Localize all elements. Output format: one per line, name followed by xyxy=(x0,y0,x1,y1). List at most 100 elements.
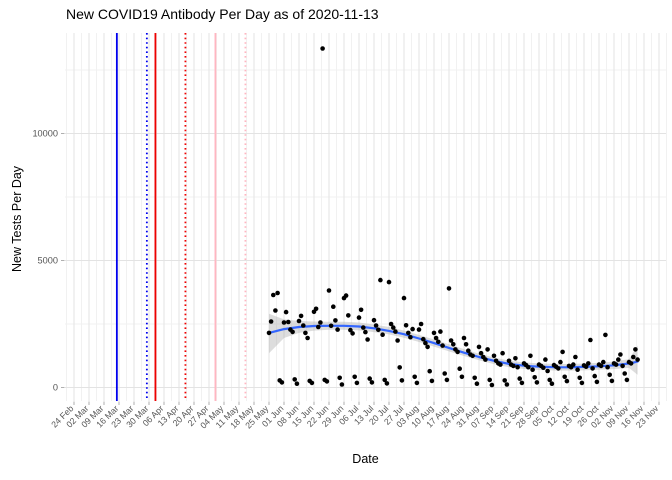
data-point xyxy=(586,361,591,366)
data-point xyxy=(425,344,430,350)
data-point xyxy=(339,382,345,387)
data-point xyxy=(380,332,385,338)
data-point xyxy=(331,304,336,310)
data-point xyxy=(365,337,370,342)
data-point xyxy=(515,364,520,370)
data-point xyxy=(588,337,593,343)
data-point xyxy=(605,364,610,370)
data-point xyxy=(517,376,522,381)
data-point xyxy=(446,286,452,291)
data-point xyxy=(275,290,280,296)
data-point xyxy=(348,327,353,333)
data-point xyxy=(461,335,467,341)
data-point xyxy=(579,380,585,386)
data-point xyxy=(603,332,608,338)
data-point xyxy=(414,380,420,386)
data-point xyxy=(635,357,640,362)
data-point xyxy=(298,313,304,319)
data-point xyxy=(393,329,398,334)
data-point xyxy=(556,366,561,371)
data-point xyxy=(541,365,546,371)
y-tick-label: 10000 xyxy=(32,129,58,139)
data-point xyxy=(489,382,495,388)
data-point xyxy=(386,279,392,285)
data-point xyxy=(620,363,625,369)
data-point xyxy=(511,363,516,369)
data-point xyxy=(273,308,278,313)
grid-major xyxy=(65,33,666,401)
data-point xyxy=(534,380,540,385)
y-axis-labels: 0 5000 10000 xyxy=(32,129,58,393)
data-point xyxy=(303,330,308,336)
event-vlines xyxy=(115,33,247,401)
data-point xyxy=(547,377,552,383)
data-point xyxy=(373,323,379,328)
data-point xyxy=(354,380,360,386)
data-point xyxy=(444,377,450,383)
data-point xyxy=(592,373,597,379)
data-point xyxy=(502,378,508,383)
data-point xyxy=(442,371,448,376)
data-point xyxy=(294,381,300,387)
data-point xyxy=(268,319,274,324)
data-point xyxy=(324,379,330,384)
data-point xyxy=(408,334,413,340)
data-point xyxy=(459,374,465,380)
data-point xyxy=(333,318,338,323)
data-point xyxy=(562,374,567,380)
data-point xyxy=(296,318,302,324)
data-point xyxy=(583,364,589,370)
data-point xyxy=(429,378,435,384)
data-point xyxy=(571,362,576,367)
data-point xyxy=(528,353,533,359)
data-point xyxy=(328,323,334,329)
data-point xyxy=(395,338,400,343)
data-point xyxy=(367,376,373,381)
data-point xyxy=(601,359,606,365)
data-point xyxy=(526,364,531,370)
data-point xyxy=(470,353,475,359)
x-axis-title: Date xyxy=(352,452,379,466)
data-point xyxy=(598,363,604,369)
data-point xyxy=(399,378,405,383)
data-point xyxy=(549,381,555,387)
y-tick-label: 5000 xyxy=(38,256,58,266)
data-point xyxy=(483,357,488,362)
data-point xyxy=(391,325,396,330)
data-point xyxy=(431,330,437,336)
data-point xyxy=(266,330,272,336)
data-point xyxy=(631,354,636,360)
x-axis-ticks xyxy=(73,401,660,405)
y-tick-label: 0 xyxy=(53,383,58,393)
data-point xyxy=(474,381,480,387)
data-point xyxy=(560,349,565,355)
data-point xyxy=(487,377,493,383)
data-point xyxy=(530,367,535,373)
data-point xyxy=(438,329,443,334)
data-point xyxy=(498,362,503,367)
data-point xyxy=(543,357,548,362)
data-point xyxy=(618,352,623,357)
data-point xyxy=(616,357,621,362)
data-point xyxy=(363,329,368,335)
data-point xyxy=(472,375,478,381)
data-point xyxy=(633,347,638,352)
data-point xyxy=(418,321,424,327)
data-point xyxy=(279,380,285,385)
data-point xyxy=(397,365,403,370)
data-point xyxy=(292,377,298,382)
data-point xyxy=(350,331,355,336)
data-point xyxy=(358,307,364,313)
data-point xyxy=(485,347,490,352)
data-point xyxy=(506,358,512,364)
data-point xyxy=(416,327,422,332)
data-point xyxy=(376,327,381,333)
data-point xyxy=(433,335,439,341)
data-point xyxy=(504,382,510,387)
data-point xyxy=(466,348,471,354)
data-point xyxy=(316,324,321,330)
data-point xyxy=(607,372,612,378)
data-point xyxy=(356,315,362,320)
